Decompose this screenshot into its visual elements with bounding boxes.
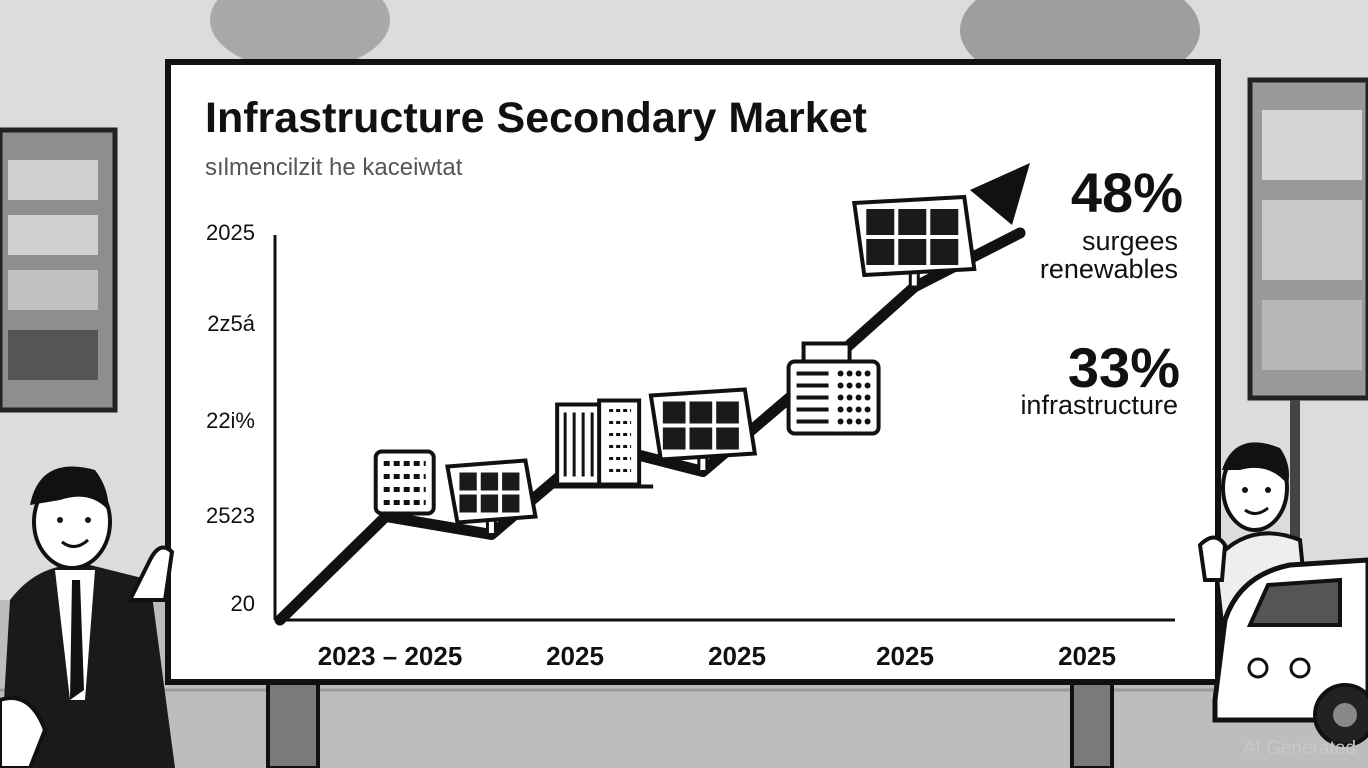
x-tick-label: 2025	[876, 641, 934, 671]
y-tick-label: 2523	[206, 503, 255, 528]
callout-label-renewables-2: renewables	[1040, 254, 1178, 284]
marker-layer	[373, 194, 977, 536]
board-posts	[266, 678, 1114, 768]
van-illustration	[1212, 557, 1368, 747]
y-tick-label: 22i%	[206, 408, 255, 433]
callout-label-renewables-1: surgees	[1082, 226, 1178, 256]
x-tick-labels: 2023 – 2025 2025 2025 2025 2025	[318, 641, 1116, 671]
solar-panel-marker	[648, 387, 758, 473]
ai-generated-watermark: AI Generated	[1242, 738, 1356, 759]
callout-infrastructure: 33% infrastructure	[1020, 336, 1180, 420]
y-tick-label: 20	[231, 591, 255, 616]
data-center-marker	[786, 341, 881, 436]
callout-label-infrastructure: infrastructure	[1020, 390, 1178, 420]
solar-panel-marker	[852, 194, 977, 289]
callout-value-renewables: 48%	[1071, 161, 1183, 224]
data-point	[1018, 231, 1022, 235]
person-left-illustration	[0, 466, 175, 768]
y-tick-label: 2025	[206, 220, 255, 245]
chart-subtitle: sılmencilzit he kaceiwtat	[205, 154, 463, 181]
x-tick-label: 2025	[1058, 641, 1116, 671]
x-tick-label: 2025	[546, 641, 604, 671]
x-tick-label: 2025	[708, 641, 766, 671]
data-point	[278, 618, 282, 622]
callout-value-infrastructure: 33%	[1068, 336, 1180, 399]
callout-renewables: 48% surgees renewables	[1040, 161, 1183, 284]
trend-arrowhead	[970, 163, 1030, 225]
server-stack-marker	[373, 449, 436, 516]
y-tick-label: 2z5á	[207, 311, 255, 336]
solar-panel-marker	[445, 458, 538, 536]
x-tick-label: 2023 – 2025	[318, 641, 463, 671]
office-building-marker	[547, 398, 654, 489]
chart-board	[165, 59, 1221, 685]
y-tick-labels: 2025 2z5á 22i% 2523 20	[206, 220, 256, 616]
chart-title: Infrastructure Secondary Market	[205, 94, 867, 142]
series-line	[274, 227, 1026, 626]
